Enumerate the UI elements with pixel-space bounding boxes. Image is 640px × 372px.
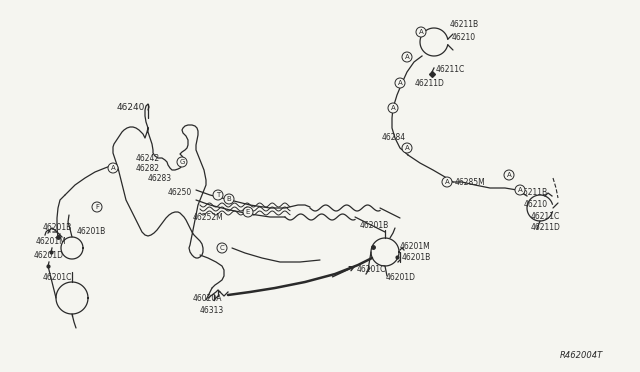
Text: 46020A: 46020A xyxy=(193,294,223,303)
Text: 46211B: 46211B xyxy=(519,188,548,197)
Text: 46282: 46282 xyxy=(136,164,160,173)
Circle shape xyxy=(395,78,405,88)
Text: R462004T: R462004T xyxy=(560,351,604,360)
Text: A: A xyxy=(111,165,115,171)
Text: 46211D: 46211D xyxy=(415,79,445,88)
Text: 46210: 46210 xyxy=(524,200,548,209)
Text: 46201B: 46201B xyxy=(402,253,431,262)
Text: 46283: 46283 xyxy=(148,174,172,183)
Text: A: A xyxy=(390,105,396,111)
Text: 46201M: 46201M xyxy=(400,242,431,251)
Text: B: B xyxy=(227,196,232,202)
Circle shape xyxy=(442,177,452,187)
Circle shape xyxy=(217,243,227,253)
Text: A: A xyxy=(404,54,410,60)
Circle shape xyxy=(388,103,398,113)
Text: 46211D: 46211D xyxy=(531,223,561,232)
Circle shape xyxy=(504,170,514,180)
Text: 46240: 46240 xyxy=(116,103,145,112)
Text: 46250: 46250 xyxy=(168,188,192,197)
Circle shape xyxy=(108,163,118,173)
Text: 46211C: 46211C xyxy=(531,212,560,221)
Text: A: A xyxy=(397,80,403,86)
Text: C: C xyxy=(220,245,225,251)
Circle shape xyxy=(402,52,412,62)
Text: F: F xyxy=(95,204,99,210)
Text: 46201M: 46201M xyxy=(36,237,67,246)
Text: 46201C: 46201C xyxy=(43,273,72,282)
Text: 46313: 46313 xyxy=(200,306,224,315)
Text: A: A xyxy=(507,172,511,178)
Text: 46201C: 46201C xyxy=(357,265,387,274)
Text: A: A xyxy=(445,179,449,185)
Text: 46211C: 46211C xyxy=(436,65,465,74)
Text: 46252M: 46252M xyxy=(193,213,224,222)
Text: E: E xyxy=(246,209,250,215)
Text: 46242: 46242 xyxy=(136,154,160,163)
Circle shape xyxy=(213,190,223,200)
Text: 46210: 46210 xyxy=(452,33,476,42)
Circle shape xyxy=(416,27,426,37)
Circle shape xyxy=(243,207,253,217)
Text: 46201B: 46201B xyxy=(43,223,72,232)
Text: 46201D: 46201D xyxy=(34,251,64,260)
Circle shape xyxy=(224,194,234,204)
Circle shape xyxy=(402,143,412,153)
Text: 46201B: 46201B xyxy=(360,221,389,230)
Text: 46201B: 46201B xyxy=(77,227,106,236)
Circle shape xyxy=(177,157,187,167)
Text: 46285M: 46285M xyxy=(455,178,486,187)
Text: T: T xyxy=(216,192,220,198)
Circle shape xyxy=(92,202,102,212)
Text: A: A xyxy=(404,145,410,151)
Text: 46284: 46284 xyxy=(382,133,406,142)
Text: 46211B: 46211B xyxy=(450,20,479,29)
Text: G: G xyxy=(179,159,185,165)
Text: A: A xyxy=(518,187,522,193)
Text: 46201D: 46201D xyxy=(386,273,416,282)
Circle shape xyxy=(515,185,525,195)
Text: A: A xyxy=(419,29,424,35)
